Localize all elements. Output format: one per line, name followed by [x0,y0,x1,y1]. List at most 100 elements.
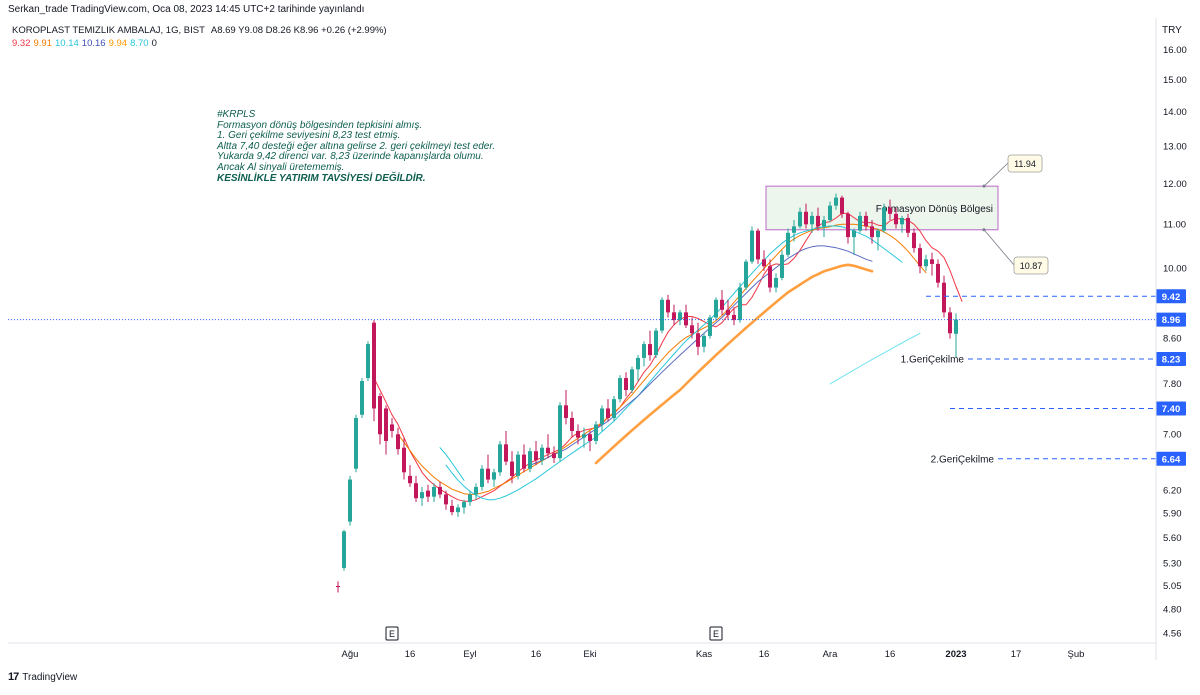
candle [906,213,910,238]
note-disclaimer: KESİNLİKLE YATIRIM TAVSİYESİ DEĞİLDİR. [217,172,426,184]
candle [606,399,610,422]
candle [540,444,544,466]
callout-label: 11.94 [1014,159,1036,169]
y-tick-label: 8.60 [1163,334,1182,345]
candle [786,228,790,258]
candle [936,259,940,288]
candle-body [720,299,724,310]
price-level: 6.64 2.GeriÇekilme [931,451,1186,466]
candle-body [672,312,676,321]
candle-body [876,230,880,238]
ohlc-values: A8.69 Y9.08 D8.26 K8.96 +0.26 (+2.99%) [210,25,387,36]
candle-body [588,434,592,441]
candle-body [624,378,628,390]
tradingview-logo-icon: 17 [8,671,19,683]
candle [612,396,616,422]
candle-body [858,215,862,231]
y-tick-label: 7.00 [1163,429,1182,440]
candle [780,250,784,281]
candle-body [444,494,448,505]
analysis-note[interactable]: #KRPLS Formasyon dönüş bölgesinden tepki… [217,109,496,184]
candle-body [708,317,712,336]
candle-body [432,486,436,497]
candle-body [456,507,460,513]
candle [876,228,880,251]
candle [636,355,640,382]
note-line: 1. Geri çekilme seviyesini 8,23 test etm… [217,130,401,142]
candle-body [618,378,622,400]
candle-body [498,444,502,473]
note-line: #KRPLS [217,109,256,120]
candle-body [528,451,532,469]
candle [576,424,580,445]
publish-line: Serkan_trade TradingView.com, Oca 08, 20… [8,4,365,15]
candle [522,444,526,473]
x-tick-label: 2023 [945,649,966,660]
level-price-tag [1156,289,1186,304]
candle [450,499,454,516]
note-line: Ancak Al sinyali üretememiş. [217,161,345,173]
candle-body [342,531,346,568]
x-tick-label: Şub [1068,649,1085,660]
level-price-tag [1156,401,1186,416]
candle-body [504,444,508,462]
callout-leader [983,229,1015,266]
candle [810,211,814,233]
price-level: 7.40 [950,401,1186,416]
callout-box [1013,256,1049,275]
ma-series-line [439,447,465,481]
candle [468,490,472,506]
candle-body [756,230,760,260]
moving-average-values: 9.32 9.91 10.14 10.16 9.94 8.70 0 [12,38,160,49]
candle [684,304,688,328]
candle [648,330,652,361]
ma-value: 9.32 [12,38,31,49]
candle [600,405,604,431]
candle-body [396,434,400,450]
candle [834,193,838,210]
y-tick-label: 5.30 [1163,559,1182,570]
y-tick-label: 4.56 [1163,628,1182,639]
candle [426,484,430,503]
note-line: Yukarda 9,42 direnci var. 8,23 üzerinde … [217,151,484,163]
candle-body [690,325,694,334]
candle [528,447,532,473]
brand-name: TradingView [22,671,78,683]
candle-body [696,333,700,347]
candle [474,483,478,500]
y-tick-label: 7.80 [1163,379,1182,390]
candle-body [390,424,394,431]
candle [642,341,646,367]
candle-body [762,259,766,267]
candle [444,490,448,510]
y-tick-label: 11.00 [1163,219,1186,230]
candle [336,581,340,593]
footer-brand[interactable]: 17 TradingView [8,671,77,683]
candle [534,440,538,466]
y-tick-label: 16.00 [1163,45,1187,56]
level-text: 2.GeriÇekilme [931,454,995,465]
candle [828,201,832,223]
candle-body [780,254,784,278]
candle [708,314,712,339]
candle-body [540,447,544,461]
candle-body [594,424,598,441]
candle-body [612,399,616,418]
candle-body [384,408,388,441]
level-price-label: 8.23 [1162,355,1181,366]
x-tick-label: 16 [405,649,416,660]
note-line: Altta 7,40 desteği eğer altına gelirse 2… [217,140,496,152]
candle-body [942,282,946,313]
price-level: 8.96 [8,312,1186,327]
candle [756,228,760,264]
candle-body [768,266,772,288]
ma-value: 10.14 [55,38,79,49]
x-tick-label: 17 [1011,649,1022,660]
candle [504,430,508,466]
candle [498,440,502,476]
candle [726,299,730,321]
ma-value: 9.91 [33,38,53,49]
candle [792,220,796,242]
